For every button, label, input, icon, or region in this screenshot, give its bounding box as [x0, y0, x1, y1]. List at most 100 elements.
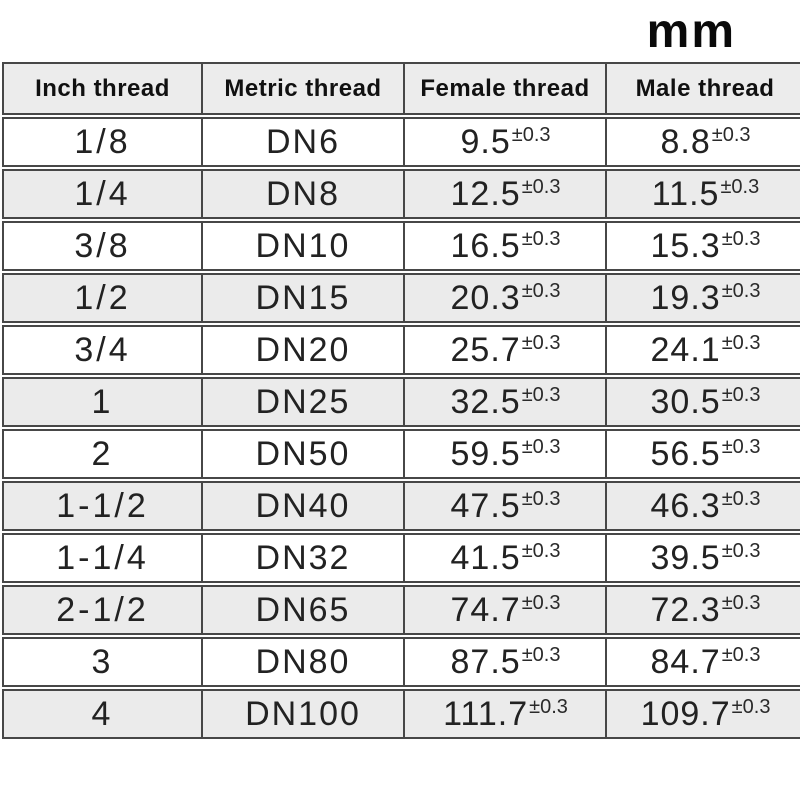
female-tolerance: ±0.3 — [511, 123, 551, 146]
female-value: 111.7 — [443, 694, 529, 733]
metric-thread-cell: DN8 — [203, 169, 405, 219]
female-tolerance: ±0.3 — [521, 591, 561, 614]
metric-thread-cell: DN50 — [203, 429, 405, 479]
inch-thread-cell: 1-1/4 — [2, 533, 203, 583]
metric-thread-cell: DN80 — [203, 637, 405, 687]
female-value: 9.5 — [460, 122, 511, 161]
table-row: 3/8 DN10 16.5±0.3 15.3±0.3 — [2, 221, 800, 271]
female-thread-cell: 20.3±0.3 — [405, 273, 607, 323]
female-value: 59.5 — [450, 434, 521, 473]
inch-thread-cell: 1-1/2 — [2, 481, 203, 531]
male-tolerance: ±0.3 — [731, 695, 771, 718]
female-tolerance: ±0.3 — [521, 279, 561, 302]
male-tolerance: ±0.3 — [721, 331, 761, 354]
female-value: 32.5 — [450, 382, 521, 421]
female-value: 12.5 — [450, 174, 521, 213]
female-thread-cell: 87.5±0.3 — [405, 637, 607, 687]
female-thread-cell: 41.5±0.3 — [405, 533, 607, 583]
inch-thread-cell: 1/4 — [2, 169, 203, 219]
table-row: 1/2 DN15 20.3±0.3 19.3±0.3 — [2, 273, 800, 323]
female-thread-cell: 32.5±0.3 — [405, 377, 607, 427]
female-tolerance: ±0.3 — [529, 695, 568, 718]
female-thread-cell: 47.5±0.3 — [405, 481, 607, 531]
table-row: 1/4 DN8 12.5±0.3 11.5±0.3 — [2, 169, 800, 219]
metric-thread-cell: DN32 — [203, 533, 405, 583]
female-thread-cell: 25.7±0.3 — [405, 325, 607, 375]
female-tolerance: ±0.3 — [521, 487, 561, 510]
inch-thread-cell: 2 — [2, 429, 203, 479]
male-thread-cell: 56.5±0.3 — [607, 429, 800, 479]
female-thread-cell: 16.5±0.3 — [405, 221, 607, 271]
female-value: 20.3 — [450, 278, 521, 317]
metric-thread-cell: DN20 — [203, 325, 405, 375]
male-tolerance: ±0.3 — [721, 227, 761, 250]
male-thread-cell: 19.3±0.3 — [607, 273, 800, 323]
inch-thread-cell: 1/8 — [2, 117, 203, 167]
female-tolerance: ±0.3 — [521, 643, 561, 666]
male-value: 84.7 — [650, 642, 721, 681]
male-value: 56.5 — [650, 434, 721, 473]
table-row: 1-1/2 DN40 47.5±0.3 46.3±0.3 — [2, 481, 800, 531]
male-value: 15.3 — [650, 226, 721, 265]
inch-thread-cell: 3 — [2, 637, 203, 687]
male-tolerance: ±0.3 — [721, 539, 761, 562]
male-value: 24.1 — [650, 330, 721, 369]
metric-thread-cell: DN100 — [203, 689, 405, 739]
male-thread-cell: 8.8±0.3 — [607, 117, 800, 167]
male-tolerance: ±0.3 — [721, 383, 761, 406]
male-tolerance: ±0.3 — [711, 123, 751, 146]
female-value: 41.5 — [450, 538, 521, 577]
male-tolerance: ±0.3 — [721, 591, 761, 614]
female-value: 74.7 — [450, 590, 521, 629]
table-row: 1/8 DN6 9.5±0.3 8.8±0.3 — [2, 117, 800, 167]
table-row: 1 DN25 32.5±0.3 30.5±0.3 — [2, 377, 800, 427]
male-value: 11.5 — [651, 174, 720, 213]
male-thread-cell: 15.3±0.3 — [607, 221, 800, 271]
male-tolerance: ±0.3 — [720, 175, 760, 198]
inch-thread-cell: 3/8 — [2, 221, 203, 271]
metric-thread-cell: DN15 — [203, 273, 405, 323]
male-value: 19.3 — [650, 278, 721, 317]
table-body: 1/8 DN6 9.5±0.3 8.8±0.3 1/4 DN8 12.5±0.3… — [2, 117, 800, 739]
female-thread-cell: 12.5±0.3 — [405, 169, 607, 219]
inch-thread-cell: 2-1/2 — [2, 585, 203, 635]
male-thread-cell: 109.7±0.3 — [607, 689, 800, 739]
female-value: 16.5 — [450, 226, 521, 265]
header-female-thread: Female thread — [405, 62, 607, 115]
female-tolerance: ±0.3 — [521, 383, 561, 406]
male-thread-cell: 39.5±0.3 — [607, 533, 800, 583]
inch-thread-cell: 1 — [2, 377, 203, 427]
thread-size-table: Inch thread Metric thread Female thread … — [2, 60, 800, 741]
male-thread-cell: 24.1±0.3 — [607, 325, 800, 375]
table-row: 2 DN50 59.5±0.3 56.5±0.3 — [2, 429, 800, 479]
metric-thread-cell: DN65 — [203, 585, 405, 635]
female-thread-cell: 74.7±0.3 — [405, 585, 607, 635]
female-thread-cell: 9.5±0.3 — [405, 117, 607, 167]
metric-thread-cell: DN25 — [203, 377, 405, 427]
male-tolerance: ±0.3 — [721, 279, 761, 302]
female-value: 87.5 — [450, 642, 521, 681]
table-row: 2-1/2 DN65 74.7±0.3 72.3±0.3 — [2, 585, 800, 635]
header-inch-thread: Inch thread — [2, 62, 203, 115]
unit-label: mm — [646, 5, 736, 58]
header-male-thread: Male thread — [607, 62, 800, 115]
male-thread-cell: 72.3±0.3 — [607, 585, 800, 635]
male-value: 8.8 — [660, 122, 711, 161]
female-tolerance: ±0.3 — [521, 227, 561, 250]
male-value: 39.5 — [650, 538, 721, 577]
header-row: Inch thread Metric thread Female thread … — [2, 62, 800, 115]
female-thread-cell: 59.5±0.3 — [405, 429, 607, 479]
inch-thread-cell: 3/4 — [2, 325, 203, 375]
table-header: Inch thread Metric thread Female thread … — [2, 62, 800, 115]
female-tolerance: ±0.3 — [521, 539, 561, 562]
male-thread-cell: 11.5±0.3 — [607, 169, 800, 219]
male-tolerance: ±0.3 — [721, 643, 761, 666]
male-tolerance: ±0.3 — [721, 435, 761, 458]
metric-thread-cell: DN40 — [203, 481, 405, 531]
female-value: 47.5 — [450, 486, 521, 525]
inch-thread-cell: 1/2 — [2, 273, 203, 323]
metric-thread-cell: DN10 — [203, 221, 405, 271]
female-tolerance: ±0.3 — [521, 435, 561, 458]
female-tolerance: ±0.3 — [521, 175, 561, 198]
